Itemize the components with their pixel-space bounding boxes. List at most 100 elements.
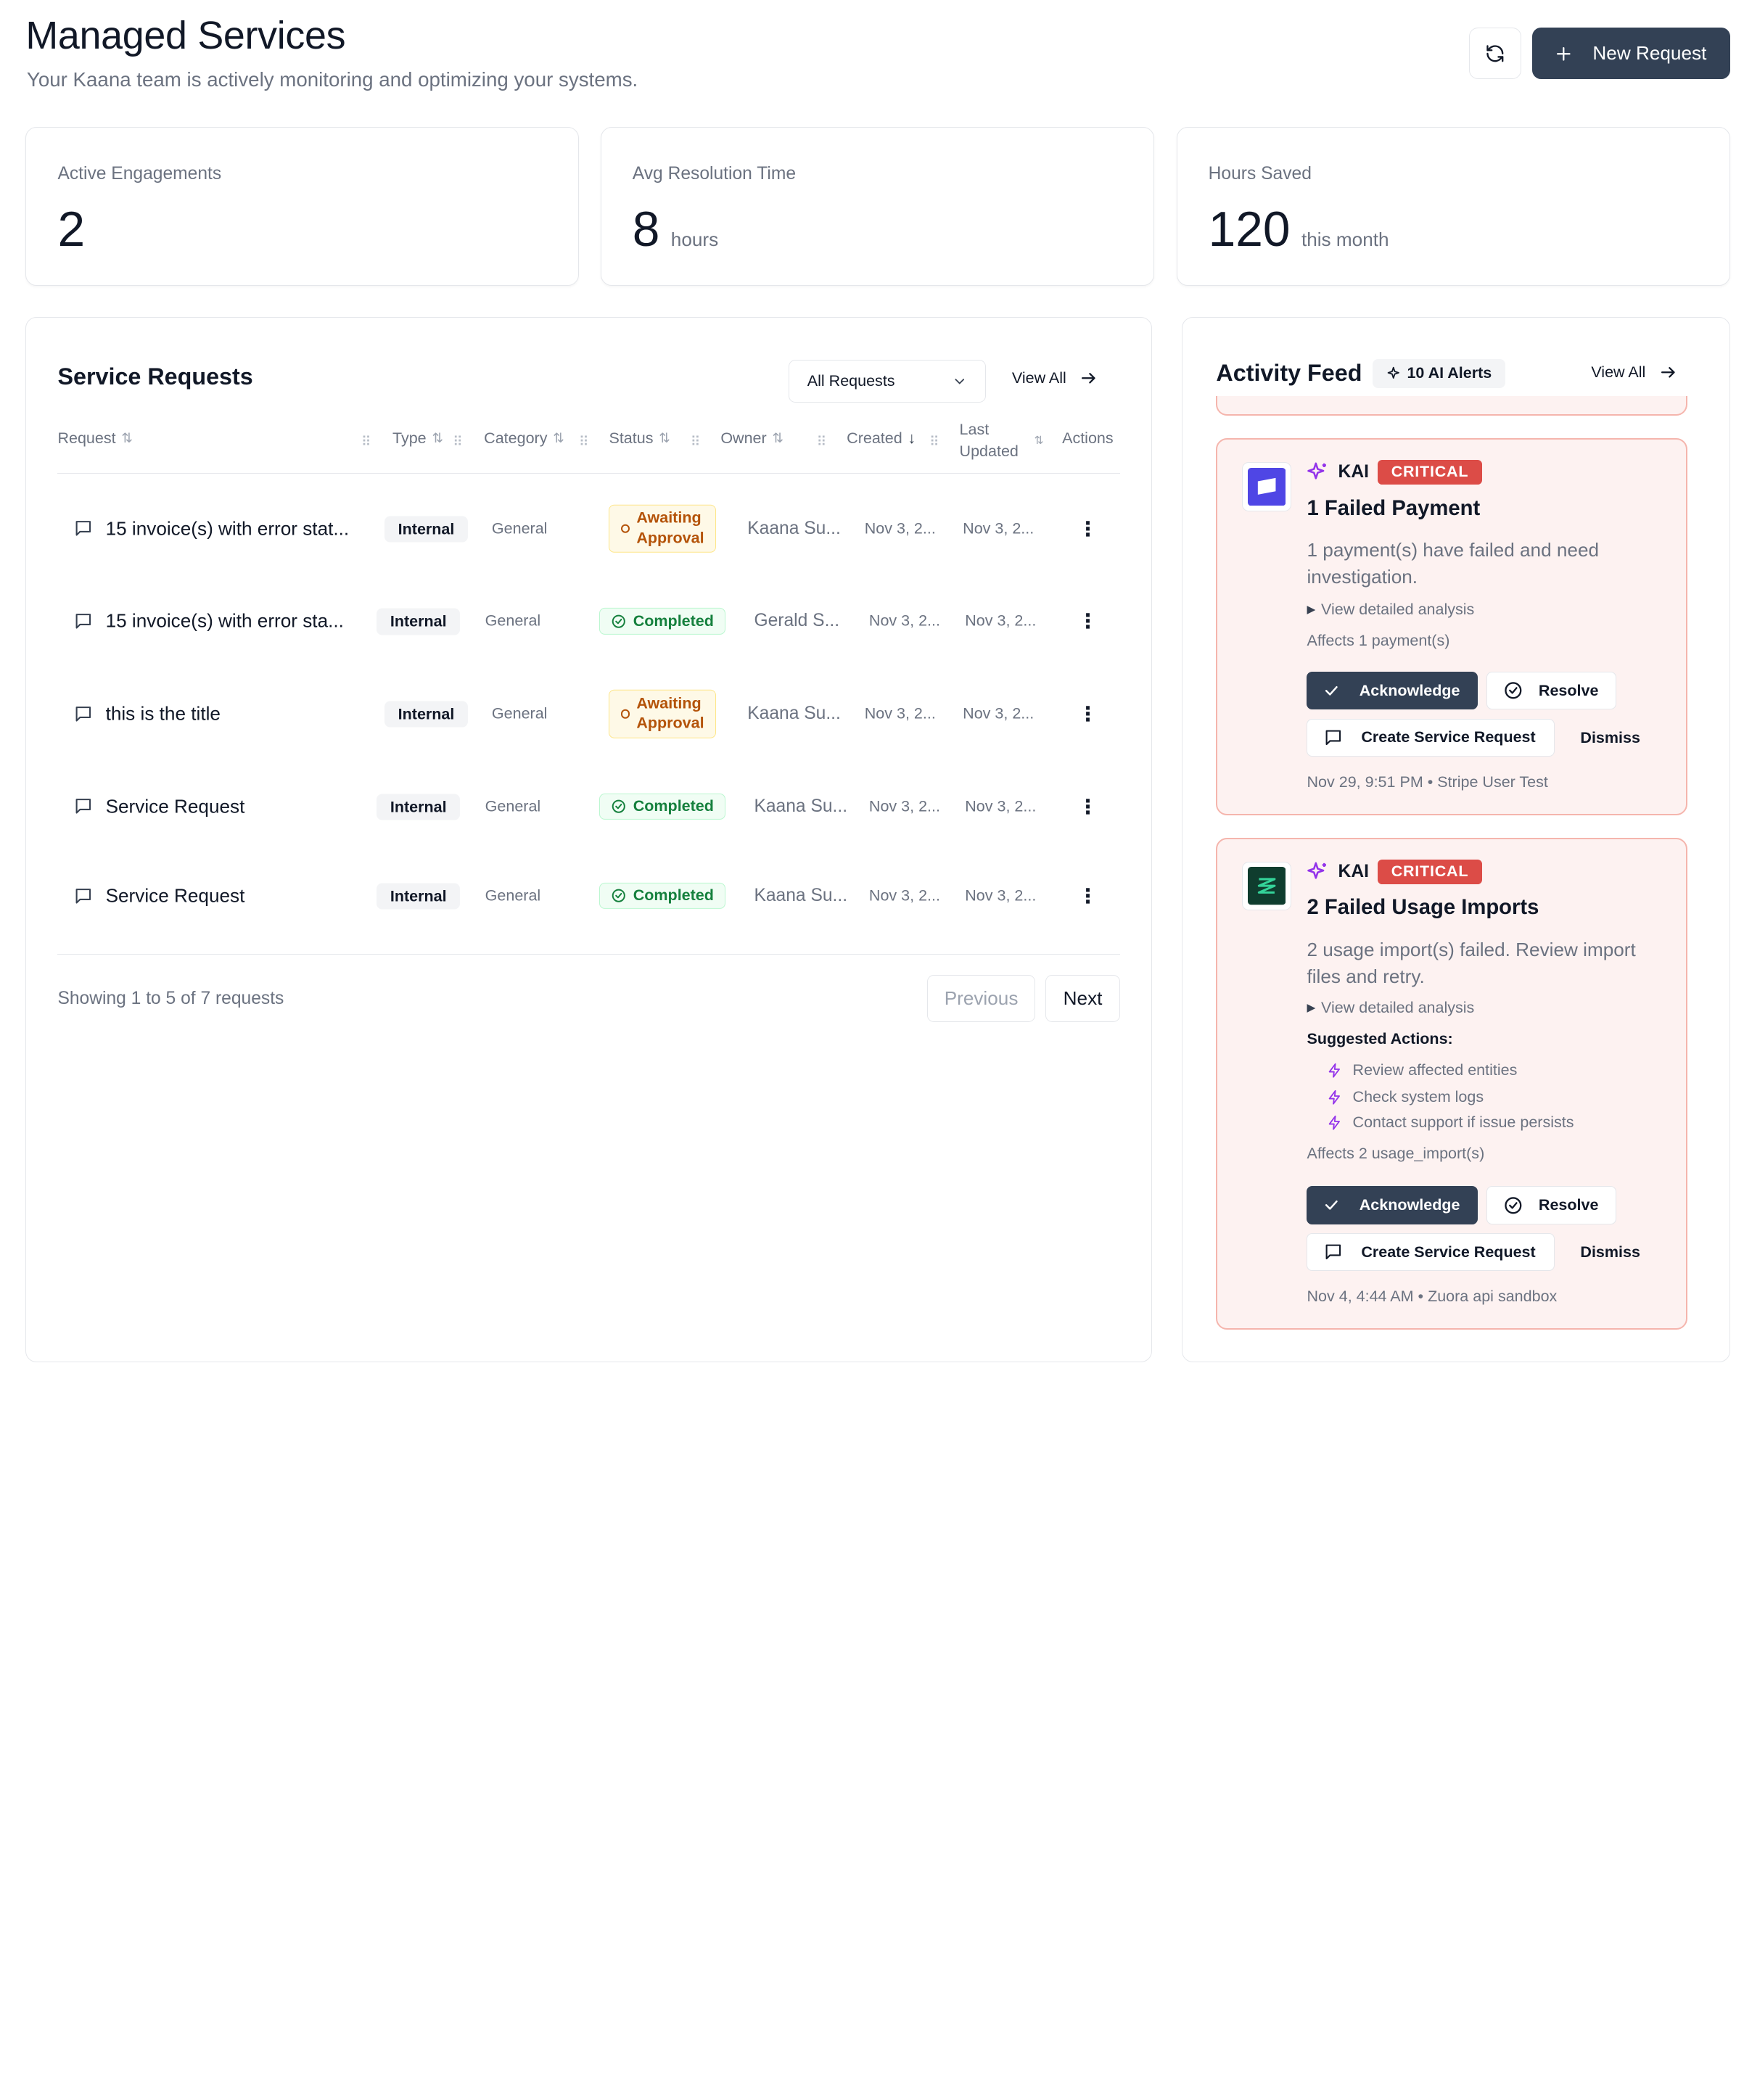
sort-icon: ⇅ (772, 430, 783, 446)
column-header-request[interactable]: Request ⇅ (57, 429, 132, 448)
alert-source: KAI (1338, 861, 1369, 881)
next-button[interactable]: Next (1045, 975, 1121, 1022)
status-text: Approval (636, 715, 704, 733)
message-icon (75, 614, 91, 629)
stripe-logo (1242, 461, 1291, 511)
suggested-action-item[interactable]: Contact support if issue persists (1327, 1113, 1574, 1132)
new-request-button[interactable]: New Request (1532, 28, 1730, 80)
page: Managed Services Your Kaana team is acti… (25, 14, 1730, 1363)
check-circle-icon (612, 799, 625, 813)
stat-label: Avg Resolution Time (632, 163, 797, 184)
pagination-summary: Showing 1 to 5 of 7 requests (57, 988, 284, 1008)
drag-handle-icon[interactable]: ⠿ (453, 433, 462, 449)
header-divider (57, 472, 1121, 474)
acknowledge-button[interactable]: Acknowledge (1307, 1186, 1478, 1224)
page-subtitle: Your Kaana team is actively monitoring a… (26, 67, 638, 91)
status-badge: Completed (599, 793, 726, 820)
message-icon (75, 706, 91, 722)
drag-handle-icon[interactable]: ⠿ (816, 433, 826, 449)
status-text: Awaiting (636, 694, 702, 712)
check-circle-icon (612, 889, 625, 902)
stat-unit: hours (670, 228, 719, 250)
refresh-icon (1486, 45, 1504, 62)
type-badge: Internal (384, 516, 468, 543)
more-actions-icon[interactable]: ⋮ (1077, 884, 1098, 907)
check-circle-icon (1505, 682, 1522, 699)
column-header-status[interactable]: Status ⇅ (609, 429, 670, 448)
service-requests-panel: Service Requests All Requests View All R… (25, 316, 1152, 1363)
updated-date: Nov 3, 2... (965, 797, 1037, 815)
message-icon (1325, 1244, 1341, 1260)
column-header-owner[interactable]: Owner ⇅ (720, 429, 783, 448)
table-row[interactable]: 15 invoice(s) with error stat... Interna… (57, 495, 1120, 562)
more-actions-icon[interactable]: ⋮ (1077, 517, 1098, 540)
sort-desc-icon: ↓ (908, 429, 916, 447)
severity-badge: CRITICAL (1378, 859, 1482, 884)
alert-title: 2 Failed Usage Imports (1307, 896, 1539, 920)
column-label: Created (847, 429, 902, 447)
drag-handle-icon[interactable]: ⠿ (578, 433, 588, 449)
created-date: Nov 3, 2... (868, 797, 940, 815)
suggested-action-item[interactable]: Check system logs (1327, 1088, 1484, 1106)
stat-unit: this month (1301, 228, 1389, 250)
table-row[interactable]: Service Request Internal General Complet… (57, 773, 1120, 840)
column-label: Owner (720, 429, 767, 447)
type-badge: Internal (377, 883, 461, 910)
pending-icon (620, 524, 630, 533)
ai-alerts-count: 10 AI Alerts (1407, 364, 1492, 382)
column-header-type[interactable]: Type ⇅ (392, 429, 443, 448)
updated-date: Nov 3, 2... (965, 612, 1037, 630)
table-row[interactable]: 15 invoice(s) with error sta... Internal… (57, 588, 1120, 654)
analysis-label: View detailed analysis (1321, 600, 1475, 618)
column-header-last-updated[interactable]: Last Updated (960, 420, 1019, 460)
zap-icon (1328, 1115, 1341, 1130)
request-filter-select[interactable]: All Requests (789, 360, 987, 403)
create-service-request-button[interactable]: Create Service Request (1307, 718, 1555, 757)
drag-handle-icon[interactable]: ⠿ (690, 433, 700, 449)
activity-feed-panel: Activity Feed 10 AI Alerts View All KAI … (1182, 316, 1730, 1363)
suggested-action-item[interactable]: Review affected entities (1327, 1061, 1517, 1079)
table-row[interactable]: this is the title Internal General Await… (57, 680, 1120, 747)
drag-handle-icon[interactable]: ⠿ (929, 433, 939, 449)
created-date: Nov 3, 2... (868, 612, 940, 630)
sparkle-icon (1307, 862, 1327, 879)
resolve-button[interactable]: Resolve (1486, 672, 1616, 710)
service-requests-view-all[interactable]: View All (1012, 369, 1098, 387)
category-text: General (491, 704, 548, 722)
view-analysis-toggle[interactable]: ▶ View detailed analysis (1307, 999, 1474, 1017)
activity-feed-view-all[interactable]: View All (1591, 363, 1677, 382)
alert-card-partial (1216, 395, 1687, 416)
resolve-button[interactable]: Resolve (1486, 1186, 1616, 1224)
status-badge: Completed (599, 608, 726, 635)
column-header-category[interactable]: Category ⇅ (484, 429, 564, 448)
refresh-button[interactable] (1468, 28, 1521, 80)
create-service-request-button[interactable]: Create Service Request (1307, 1232, 1555, 1272)
suggested-action-label: Check system logs (1352, 1087, 1484, 1105)
chevron-down-icon (955, 379, 965, 384)
dismiss-button[interactable]: Dismiss (1580, 728, 1640, 746)
more-actions-icon[interactable]: ⋮ (1077, 702, 1098, 725)
dismiss-button[interactable]: Dismiss (1580, 1243, 1640, 1261)
zap-icon (1328, 1063, 1341, 1078)
message-icon (75, 799, 91, 815)
zap-icon (1328, 1090, 1341, 1105)
updated-date: Nov 3, 2... (965, 886, 1037, 905)
alert-source: KAI (1338, 461, 1369, 482)
acknowledge-button[interactable]: Acknowledge (1307, 672, 1478, 710)
view-analysis-toggle[interactable]: ▶ View detailed analysis (1307, 601, 1474, 619)
check-circle-icon (612, 614, 625, 628)
sort-icon: ⇅ (553, 430, 564, 446)
sort-icon[interactable]: ⇅ (1034, 434, 1044, 447)
suggested-action-label: Review affected entities (1352, 1061, 1518, 1079)
request-cell: Service Request (73, 795, 244, 818)
previous-button[interactable]: Previous (926, 975, 1036, 1022)
more-actions-icon[interactable]: ⋮ (1077, 795, 1098, 818)
drag-handle-icon[interactable]: ⠿ (361, 433, 371, 449)
sparkle-icon (1307, 463, 1327, 480)
more-actions-icon[interactable]: ⋮ (1077, 609, 1098, 633)
sort-icon: ⇅ (432, 430, 443, 446)
category-text: General (485, 612, 541, 630)
table-row[interactable]: Service Request Internal General Complet… (57, 862, 1120, 929)
updated-date: Nov 3, 2... (963, 519, 1035, 538)
column-header-created[interactable]: Created ↓ (847, 429, 916, 448)
